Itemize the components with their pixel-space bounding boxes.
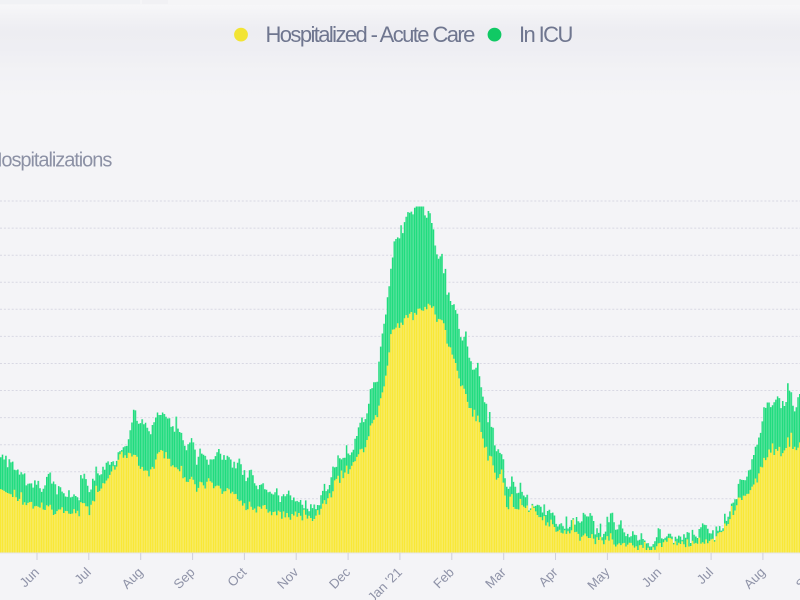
svg-text:Jul: Jul [71,564,94,587]
svg-text:Aug: Aug [741,565,768,592]
svg-text:Dec: Dec [326,564,353,591]
svg-text:Jul: Jul [694,564,717,587]
svg-text:Sep: Sep [171,565,198,592]
svg-text:Aug: Aug [119,565,146,592]
svg-text:Jun: Jun [639,565,665,591]
svg-text:Mar: Mar [482,564,509,591]
svg-text:Apr: Apr [535,564,561,590]
svg-text:Jan '21: Jan '21 [365,565,405,600]
svg-text:Feb: Feb [430,565,457,592]
svg-text:Jun: Jun [16,565,42,591]
svg-text:Nov: Nov [274,564,301,591]
svg-text:Oct: Oct [224,564,249,589]
svg-text:Hospitalizations: Hospitalizations [0,150,112,172]
svg-text:In ICU: In ICU [519,22,572,47]
svg-text:May: May [584,564,613,593]
svg-text:Hospitalized - Acute Care: Hospitalized - Acute Care [266,22,476,47]
svg-text:Sep: Sep [793,565,800,592]
